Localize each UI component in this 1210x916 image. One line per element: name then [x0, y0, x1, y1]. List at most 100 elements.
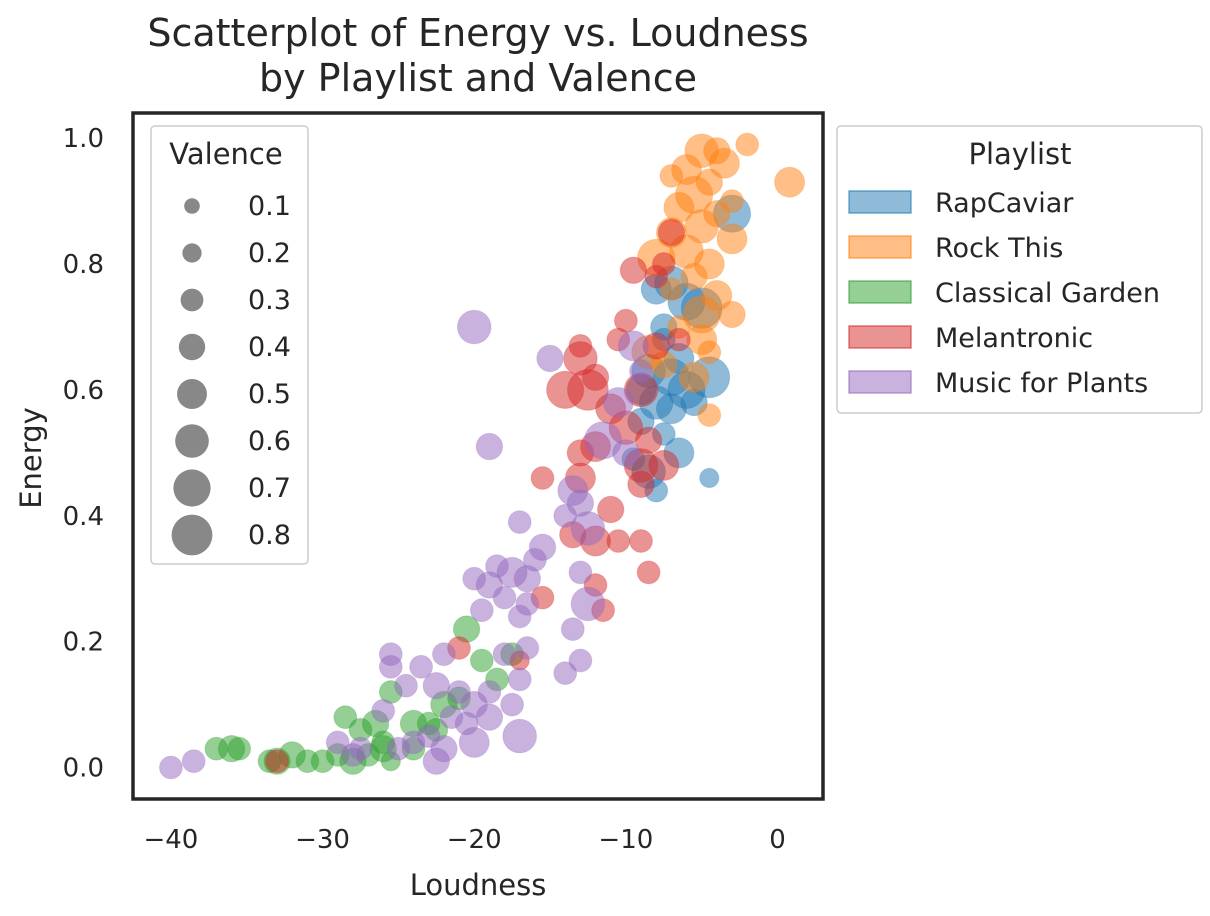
x-tick-label: −20 — [447, 825, 502, 855]
data-point — [456, 309, 492, 345]
data-point — [530, 466, 555, 490]
data-point — [422, 747, 450, 775]
x-tick-label: −30 — [295, 825, 350, 855]
data-point — [458, 726, 490, 758]
data-point — [536, 344, 564, 373]
playlist-legend-items: RapCaviar Rock This Classical Garden Melant… — [848, 188, 1160, 399]
valence-legend-label: 0.2 — [248, 238, 291, 269]
playlist-legend-swatch — [848, 325, 912, 349]
data-point — [553, 661, 578, 685]
data-point — [568, 648, 593, 673]
valence-legend-label: 0.3 — [248, 285, 291, 316]
data-points — [159, 132, 806, 780]
valence-legend: Valence 0.1 0.2 0.3 0.4 0.5 0.6 0.7 0.8 — [150, 125, 309, 565]
data-point — [386, 736, 411, 761]
data-point — [507, 604, 532, 629]
data-point — [657, 218, 686, 247]
data-point — [500, 692, 524, 717]
data-point — [667, 327, 691, 352]
valence-legend-marker — [180, 288, 204, 312]
data-point — [475, 703, 504, 731]
x-axis-ticks: −40 −30 −20 −10 0 — [143, 825, 785, 855]
data-point — [659, 164, 684, 188]
data-point — [181, 749, 206, 774]
data-point — [597, 495, 625, 524]
data-point — [570, 586, 606, 622]
data-point — [378, 642, 403, 667]
valence-legend-label: 0.8 — [248, 520, 291, 551]
playlist-legend-label: Classical Garden — [935, 278, 1160, 309]
data-point — [492, 585, 517, 610]
plot-frame — [131, 111, 825, 801]
data-point — [341, 743, 365, 767]
data-point — [553, 503, 578, 528]
y-tick-label: 0.4 — [63, 502, 104, 532]
valence-legend-marker — [184, 198, 200, 214]
playlist-legend-label: RapCaviar — [935, 188, 1074, 219]
data-point — [469, 598, 494, 623]
data-point — [584, 421, 623, 460]
data-point — [718, 300, 746, 329]
data-point — [680, 262, 708, 291]
y-tick-label: 0.0 — [63, 754, 104, 784]
valence-legend-label: 0.5 — [248, 379, 291, 410]
valence-legend-marker — [177, 379, 207, 409]
data-point — [774, 166, 806, 198]
valence-legend-marker — [171, 514, 213, 556]
data-point — [735, 132, 760, 157]
data-point — [568, 560, 593, 585]
y-axis-ticks: 0.0 0.2 0.4 0.6 0.8 1.0 — [63, 124, 104, 783]
data-point — [716, 223, 748, 255]
data-point — [612, 439, 640, 467]
data-point — [627, 470, 655, 498]
data-point — [699, 467, 720, 489]
valence-legend-label: 0.4 — [248, 332, 291, 363]
x-tick-label: 0 — [769, 825, 786, 855]
data-point — [227, 736, 252, 761]
data-point — [708, 147, 740, 179]
playlist-legend-label: Music for Plants — [935, 368, 1148, 399]
playlist-legend-box — [836, 125, 1203, 414]
data-point — [502, 718, 538, 754]
valence-legend-label: 0.6 — [248, 426, 291, 457]
data-point — [469, 648, 494, 673]
y-tick-label: 0.2 — [63, 628, 104, 658]
data-point — [371, 699, 396, 723]
valence-legend-label: 0.7 — [248, 473, 291, 504]
playlist-legend-swatch — [848, 280, 912, 304]
data-point — [648, 449, 680, 481]
data-point — [697, 403, 722, 428]
playlist-legend-label: Melantronic — [935, 323, 1093, 354]
data-point — [619, 256, 648, 284]
playlist-legend-swatch — [848, 370, 912, 394]
playlist-legend-swatch — [848, 235, 912, 259]
data-point — [462, 566, 487, 591]
y-tick-label: 0.8 — [63, 250, 104, 280]
valence-legend-marker — [173, 469, 211, 507]
data-point — [570, 511, 606, 546]
data-point — [492, 642, 517, 667]
valence-legend-label: 0.1 — [248, 191, 291, 222]
valence-legend-marker — [175, 424, 209, 458]
chart-title-line-2: by Playlist and Valence — [259, 56, 697, 100]
data-point — [477, 680, 502, 704]
data-point — [617, 330, 649, 362]
x-tick-label: −40 — [143, 825, 198, 855]
playlist-legend-swatch — [848, 190, 912, 214]
y-axis-label: Energy — [14, 407, 48, 509]
data-point — [655, 393, 687, 425]
valence-legend-marker — [182, 243, 202, 263]
data-point — [629, 529, 653, 553]
data-point — [475, 432, 504, 461]
data-point — [513, 565, 541, 593]
valence-legend-title: Valence — [169, 137, 282, 171]
data-point — [432, 642, 456, 667]
valence-legend-items: 0.1 0.2 0.3 0.4 0.5 0.6 0.7 0.8 — [171, 191, 291, 556]
data-point — [409, 654, 434, 679]
valence-legend-marker — [178, 333, 206, 361]
data-point — [560, 617, 585, 641]
data-point — [265, 749, 290, 774]
y-tick-label: 0.6 — [63, 376, 104, 406]
playlist-legend-title: Playlist — [968, 137, 1071, 171]
